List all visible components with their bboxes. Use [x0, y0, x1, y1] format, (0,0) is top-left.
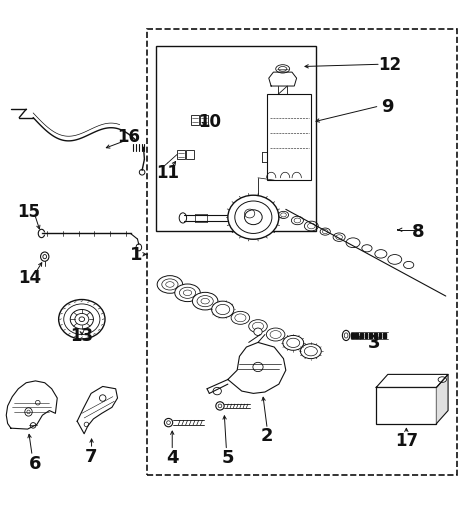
Ellipse shape	[179, 214, 186, 224]
Bar	[200, 116, 208, 125]
Polygon shape	[351, 333, 353, 338]
Bar	[156, 46, 316, 232]
Text: 13: 13	[70, 327, 93, 345]
Polygon shape	[269, 73, 297, 87]
Ellipse shape	[136, 244, 142, 251]
Text: 11: 11	[156, 164, 179, 182]
Polygon shape	[369, 333, 372, 338]
Text: 1: 1	[130, 246, 143, 264]
Text: 10: 10	[198, 113, 221, 131]
Polygon shape	[437, 375, 448, 424]
Ellipse shape	[342, 331, 350, 341]
Text: 17: 17	[395, 431, 418, 449]
Text: 7: 7	[85, 447, 97, 465]
Bar	[147, 30, 458, 475]
Text: 15: 15	[17, 203, 40, 221]
Text: 9: 9	[382, 98, 394, 116]
Bar	[267, 95, 311, 181]
Polygon shape	[77, 387, 118, 434]
Ellipse shape	[193, 293, 218, 311]
Polygon shape	[6, 381, 57, 429]
Bar	[186, 150, 194, 160]
Bar	[376, 388, 437, 424]
Polygon shape	[383, 333, 386, 338]
Ellipse shape	[283, 336, 304, 350]
Ellipse shape	[59, 300, 105, 339]
Ellipse shape	[212, 301, 234, 318]
Polygon shape	[379, 333, 381, 338]
Text: 5: 5	[222, 448, 234, 466]
Ellipse shape	[254, 328, 262, 336]
Ellipse shape	[157, 276, 183, 294]
Ellipse shape	[266, 328, 285, 341]
Text: 6: 6	[29, 454, 42, 472]
Text: 3: 3	[368, 334, 380, 351]
Ellipse shape	[175, 284, 200, 302]
Ellipse shape	[249, 320, 267, 333]
Polygon shape	[360, 333, 363, 338]
Polygon shape	[228, 343, 286, 393]
Ellipse shape	[40, 252, 49, 262]
Ellipse shape	[164, 419, 173, 427]
Ellipse shape	[140, 170, 145, 176]
Bar	[191, 116, 199, 125]
Ellipse shape	[438, 377, 446, 383]
Text: 14: 14	[18, 269, 41, 287]
Ellipse shape	[231, 312, 250, 325]
Polygon shape	[376, 375, 448, 388]
Bar	[177, 150, 185, 160]
Ellipse shape	[213, 388, 221, 395]
Polygon shape	[355, 333, 358, 338]
Ellipse shape	[216, 402, 224, 410]
Text: 4: 4	[166, 448, 179, 466]
Ellipse shape	[300, 344, 321, 359]
Text: 8: 8	[412, 223, 424, 241]
Ellipse shape	[228, 196, 279, 240]
Text: 2: 2	[261, 426, 273, 444]
Polygon shape	[365, 333, 367, 338]
Ellipse shape	[70, 310, 93, 329]
Ellipse shape	[38, 230, 45, 238]
Polygon shape	[374, 333, 377, 338]
Text: 12: 12	[379, 56, 402, 74]
Text: 16: 16	[117, 128, 140, 146]
